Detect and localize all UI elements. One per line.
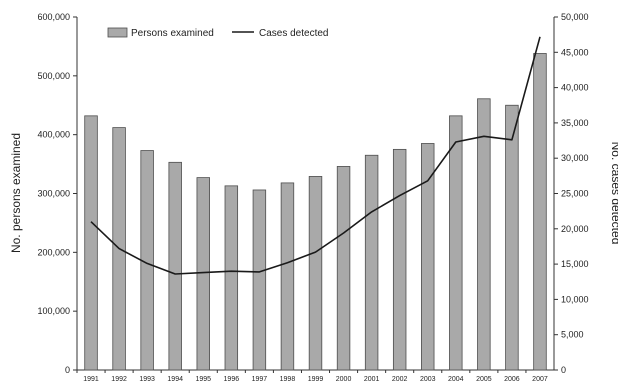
bar-1994 [168, 161, 182, 371]
bar-1997 [252, 189, 267, 371]
x-tick-label: 1991 [83, 376, 99, 383]
y2-tick-label: 0 [561, 365, 566, 375]
y2-tick-label: 5,000 [561, 330, 584, 340]
x-tick-label: 2004 [448, 376, 464, 383]
bar-2000 [336, 166, 351, 371]
legend: Persons examined Cases detected [107, 27, 329, 39]
y2-tick-label: 20,000 [561, 224, 589, 234]
bar-2004 [449, 115, 463, 371]
bar-2002 [392, 148, 407, 371]
x-tick-label: 2000 [336, 376, 352, 383]
x-tick-label: 1997 [252, 376, 268, 383]
x-tick-label: 2003 [420, 376, 436, 383]
legend-label-persons-examined: Persons examined [131, 28, 214, 39]
bar-1998 [280, 182, 295, 371]
x-tick-label: 1995 [195, 376, 211, 383]
x-tick-label: 2005 [476, 376, 492, 383]
x-tick-label: 1993 [139, 376, 155, 383]
bar-2006 [505, 104, 519, 371]
bar-2005 [477, 98, 491, 371]
legend-label-cases-detected: Cases detected [259, 28, 329, 39]
bar-1999 [308, 176, 323, 371]
legend-swatch-persons-examined [107, 27, 128, 38]
y2-axis-title: No. cases detected [609, 142, 618, 245]
x-tick-label: 1992 [111, 376, 127, 383]
bars-group [84, 53, 547, 371]
line-group [90, 36, 541, 275]
y2-tick-label: 40,000 [561, 83, 589, 93]
y2-tick-label: 30,000 [561, 153, 589, 163]
x-tick-label: 1999 [308, 376, 324, 383]
y-tick-label: 400,000 [37, 130, 70, 140]
x-tick-label: 1998 [280, 376, 296, 383]
y-tick-label: 0 [65, 365, 70, 375]
bar-2003 [421, 143, 435, 371]
y2-tick-label: 50,000 [561, 12, 589, 22]
y2-tick-label: 45,000 [561, 47, 589, 57]
bar-2001 [364, 154, 379, 371]
bar-1995 [196, 177, 210, 371]
y-tick-label: 100,000 [37, 306, 70, 316]
bar-1991 [84, 115, 98, 371]
y2-tick-label: 25,000 [561, 189, 589, 199]
y-tick-label: 600,000 [37, 12, 70, 22]
y-tick-label: 300,000 [37, 189, 70, 199]
x-tick-label: 2002 [392, 376, 408, 383]
y-tick-label: 500,000 [37, 71, 70, 81]
ticks-group: 0 100,000 200,000 300,000 400,000 500,000 600,… [37, 12, 588, 383]
y2-tick-label: 35,000 [561, 118, 589, 128]
y2-tick-label: 10,000 [561, 294, 589, 304]
x-tick-label: 2006 [504, 376, 520, 383]
bar-2007 [533, 53, 547, 371]
x-tick-label: 2001 [364, 376, 380, 383]
bar-1996 [224, 185, 239, 371]
x-tick-label: 1994 [167, 376, 183, 383]
x-tick-label: 2007 [532, 376, 548, 383]
y2-tick-label: 15,000 [561, 259, 589, 269]
x-tick-label: 1996 [224, 376, 240, 383]
y-axis-title: No. persons examined [9, 133, 23, 253]
y-tick-label: 200,000 [37, 247, 70, 257]
